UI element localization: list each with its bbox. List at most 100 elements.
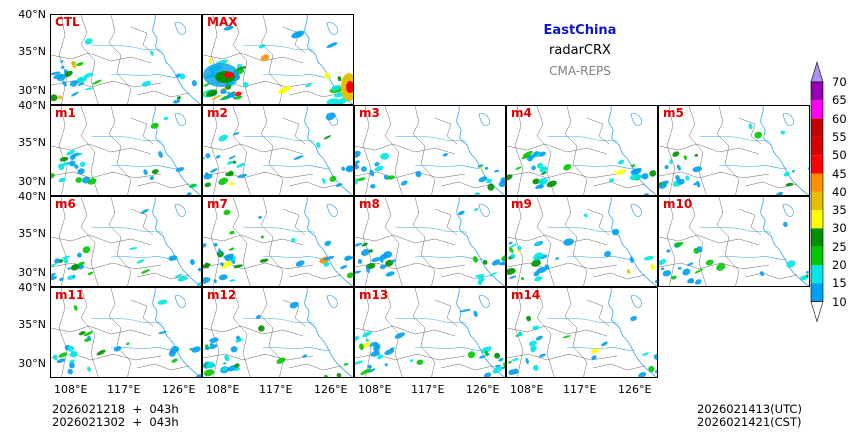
colorbar-segment	[811, 82, 823, 101]
member-panel-m10: m10	[658, 196, 810, 287]
member-label: m11	[55, 288, 85, 302]
member-map	[507, 197, 657, 286]
member-label: m14	[511, 288, 541, 302]
colorbar-level-label: 50	[832, 148, 847, 163]
colorbar-level-label: 15	[832, 276, 847, 291]
colorbar-segment	[811, 246, 823, 265]
variable-title: radarCRX	[549, 43, 611, 58]
member-panel-m6: m6	[50, 196, 202, 287]
colorbar-segment	[811, 228, 823, 247]
colorbar-level-label: 35	[832, 203, 847, 218]
member-panel-m12: m12	[202, 287, 354, 378]
member-label: m3	[359, 106, 380, 120]
lon-tick-label: 108°E	[510, 383, 544, 396]
colorbar-segment	[811, 118, 823, 137]
lat-tick-label: 40°N	[18, 281, 46, 294]
colorbar-segment	[811, 136, 823, 156]
lon-tick-label: 108°E	[54, 383, 88, 396]
member-panel-m8: m8	[354, 196, 506, 287]
lat-tick-label: 35°N	[18, 318, 46, 331]
member-panel-m3: m3	[354, 105, 506, 196]
lon-tick-label: 126°E	[314, 383, 348, 396]
colorbar-level-label: 25	[832, 239, 847, 254]
member-label: m13	[359, 288, 389, 302]
member-map	[51, 288, 201, 377]
map-region-title: EastChina	[543, 23, 617, 38]
colorbar-level-label: 20	[832, 258, 847, 272]
member-map	[203, 15, 353, 104]
member-panel-m1: m1	[50, 105, 202, 196]
colorbar-segment	[811, 265, 823, 284]
member-map	[355, 197, 505, 286]
member-label: m9	[511, 197, 532, 211]
init-time-utc: 2026021218 + 043h	[52, 402, 179, 416]
colorbar-level-label: 55	[832, 129, 847, 144]
member-label: m10	[663, 197, 693, 211]
member-label: m1	[55, 106, 76, 120]
colorbar-level-label: 40	[832, 184, 847, 199]
model-title: CMA-REPS	[549, 64, 611, 78]
member-map	[51, 15, 201, 104]
member-map	[507, 288, 657, 377]
member-panel-max: MAX	[202, 14, 354, 105]
member-panel-m5: m5	[658, 105, 810, 196]
member-panel-ctl: CTL	[50, 14, 202, 105]
member-label: m7	[207, 197, 228, 211]
lat-tick-label: 30°N	[18, 357, 46, 370]
lat-tick-label: 35°N	[18, 136, 46, 149]
lat-tick-label: 40°N	[18, 99, 46, 112]
lon-tick-label: 126°E	[466, 383, 500, 396]
colorbar-level-label: 10	[832, 294, 847, 309]
lon-tick-label: 126°E	[618, 383, 652, 396]
member-map	[507, 106, 657, 195]
colorbar-level-label: 45	[832, 166, 847, 181]
member-map	[51, 197, 201, 286]
lon-tick-label: 117°E	[107, 383, 141, 396]
colorbar-level-label: 30	[832, 221, 847, 236]
colorbar-level-label: 65	[832, 93, 847, 108]
member-map	[203, 197, 353, 286]
member-map	[203, 288, 353, 377]
lat-tick-label: 40°N	[18, 8, 46, 21]
member-map	[203, 106, 353, 195]
member-panel-m13: m13	[354, 287, 506, 378]
colorbar-segment	[811, 155, 823, 174]
member-panel-m2: m2	[202, 105, 354, 196]
member-map	[659, 197, 809, 286]
member-panel-m4: m4	[506, 105, 658, 196]
member-label: m2	[207, 106, 228, 120]
lon-tick-label: 108°E	[206, 383, 240, 396]
member-panel-m14: m14	[506, 287, 658, 378]
lat-tick-label: 30°N	[18, 266, 46, 279]
lon-tick-label: 117°E	[259, 383, 293, 396]
reflectivity-colorbar	[810, 60, 824, 323]
colorbar-level-label: 70	[832, 75, 847, 89]
member-label: MAX	[207, 15, 238, 29]
colorbar-segment	[811, 191, 823, 211]
lon-tick-label: 117°E	[563, 383, 597, 396]
lat-tick-label: 35°N	[18, 45, 46, 58]
member-label: m5	[663, 106, 684, 120]
colorbar-extend-min	[810, 301, 824, 323]
colorbar-segment	[811, 210, 823, 229]
lon-tick-label: 108°E	[358, 383, 392, 396]
colorbar-segment	[811, 283, 823, 302]
member-panel-m9: m9	[506, 196, 658, 287]
valid-time-cst: 2026021421(CST)	[697, 415, 802, 429]
colorbar-level-label: 60	[832, 111, 847, 126]
member-map	[659, 106, 809, 195]
init-time-cst: 2026021302 + 043h	[52, 415, 179, 429]
member-label: m12	[207, 288, 237, 302]
lat-tick-label: 30°N	[18, 175, 46, 188]
lat-tick-label: 40°N	[18, 190, 46, 203]
member-panel-m7: m7	[202, 196, 354, 287]
colorbar-segment	[811, 173, 823, 192]
member-label: m4	[511, 106, 532, 120]
lon-tick-label: 117°E	[411, 383, 445, 396]
valid-time-utc: 2026021413(UTC)	[697, 402, 802, 416]
colorbar-extend-max	[810, 60, 824, 83]
member-panel-m11: m11	[50, 287, 202, 378]
lon-tick-label: 126°E	[162, 383, 196, 396]
member-map	[355, 288, 505, 377]
colorbar-segment	[811, 100, 823, 119]
